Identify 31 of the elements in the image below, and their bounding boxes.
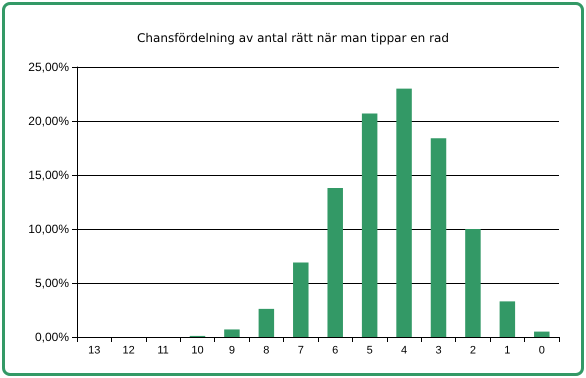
y-tick-label: 10,00% <box>28 222 70 236</box>
x-tick-label: 3 <box>435 344 442 356</box>
bar <box>465 229 481 337</box>
x-tick-label: 12 <box>122 344 135 356</box>
y-tick-label: 15,00% <box>28 168 70 182</box>
x-tick-label: 10 <box>191 344 204 356</box>
x-tick-label: 13 <box>88 344 100 356</box>
x-tick-label: 11 <box>157 344 169 356</box>
y-tick-label: 0,00% <box>34 330 70 344</box>
bar <box>362 113 378 337</box>
y-tick-label: 5,00% <box>34 276 70 290</box>
bar <box>430 138 446 337</box>
x-tick-label: 6 <box>332 344 338 356</box>
y-tick-label: 25,00% <box>28 60 70 74</box>
x-tick-label: 8 <box>263 344 270 356</box>
x-tick-label: 1 <box>504 344 510 356</box>
x-tick-label: 5 <box>366 344 373 356</box>
x-tick-label: 2 <box>470 344 476 356</box>
bar <box>327 188 343 337</box>
bar <box>534 332 550 337</box>
bar <box>396 88 412 337</box>
x-tick-label: 7 <box>298 344 304 356</box>
x-tick-label: 4 <box>401 344 408 356</box>
x-tick-label: 0 <box>538 344 545 356</box>
bar <box>258 308 274 337</box>
x-tick-label: 9 <box>228 344 235 356</box>
bar <box>224 329 240 337</box>
y-tick-label: 20,00% <box>28 114 70 128</box>
bar <box>500 301 516 337</box>
bar <box>293 262 309 337</box>
chart-title: Chansfördelning av antal rätt när man tippar en rad <box>137 31 449 45</box>
